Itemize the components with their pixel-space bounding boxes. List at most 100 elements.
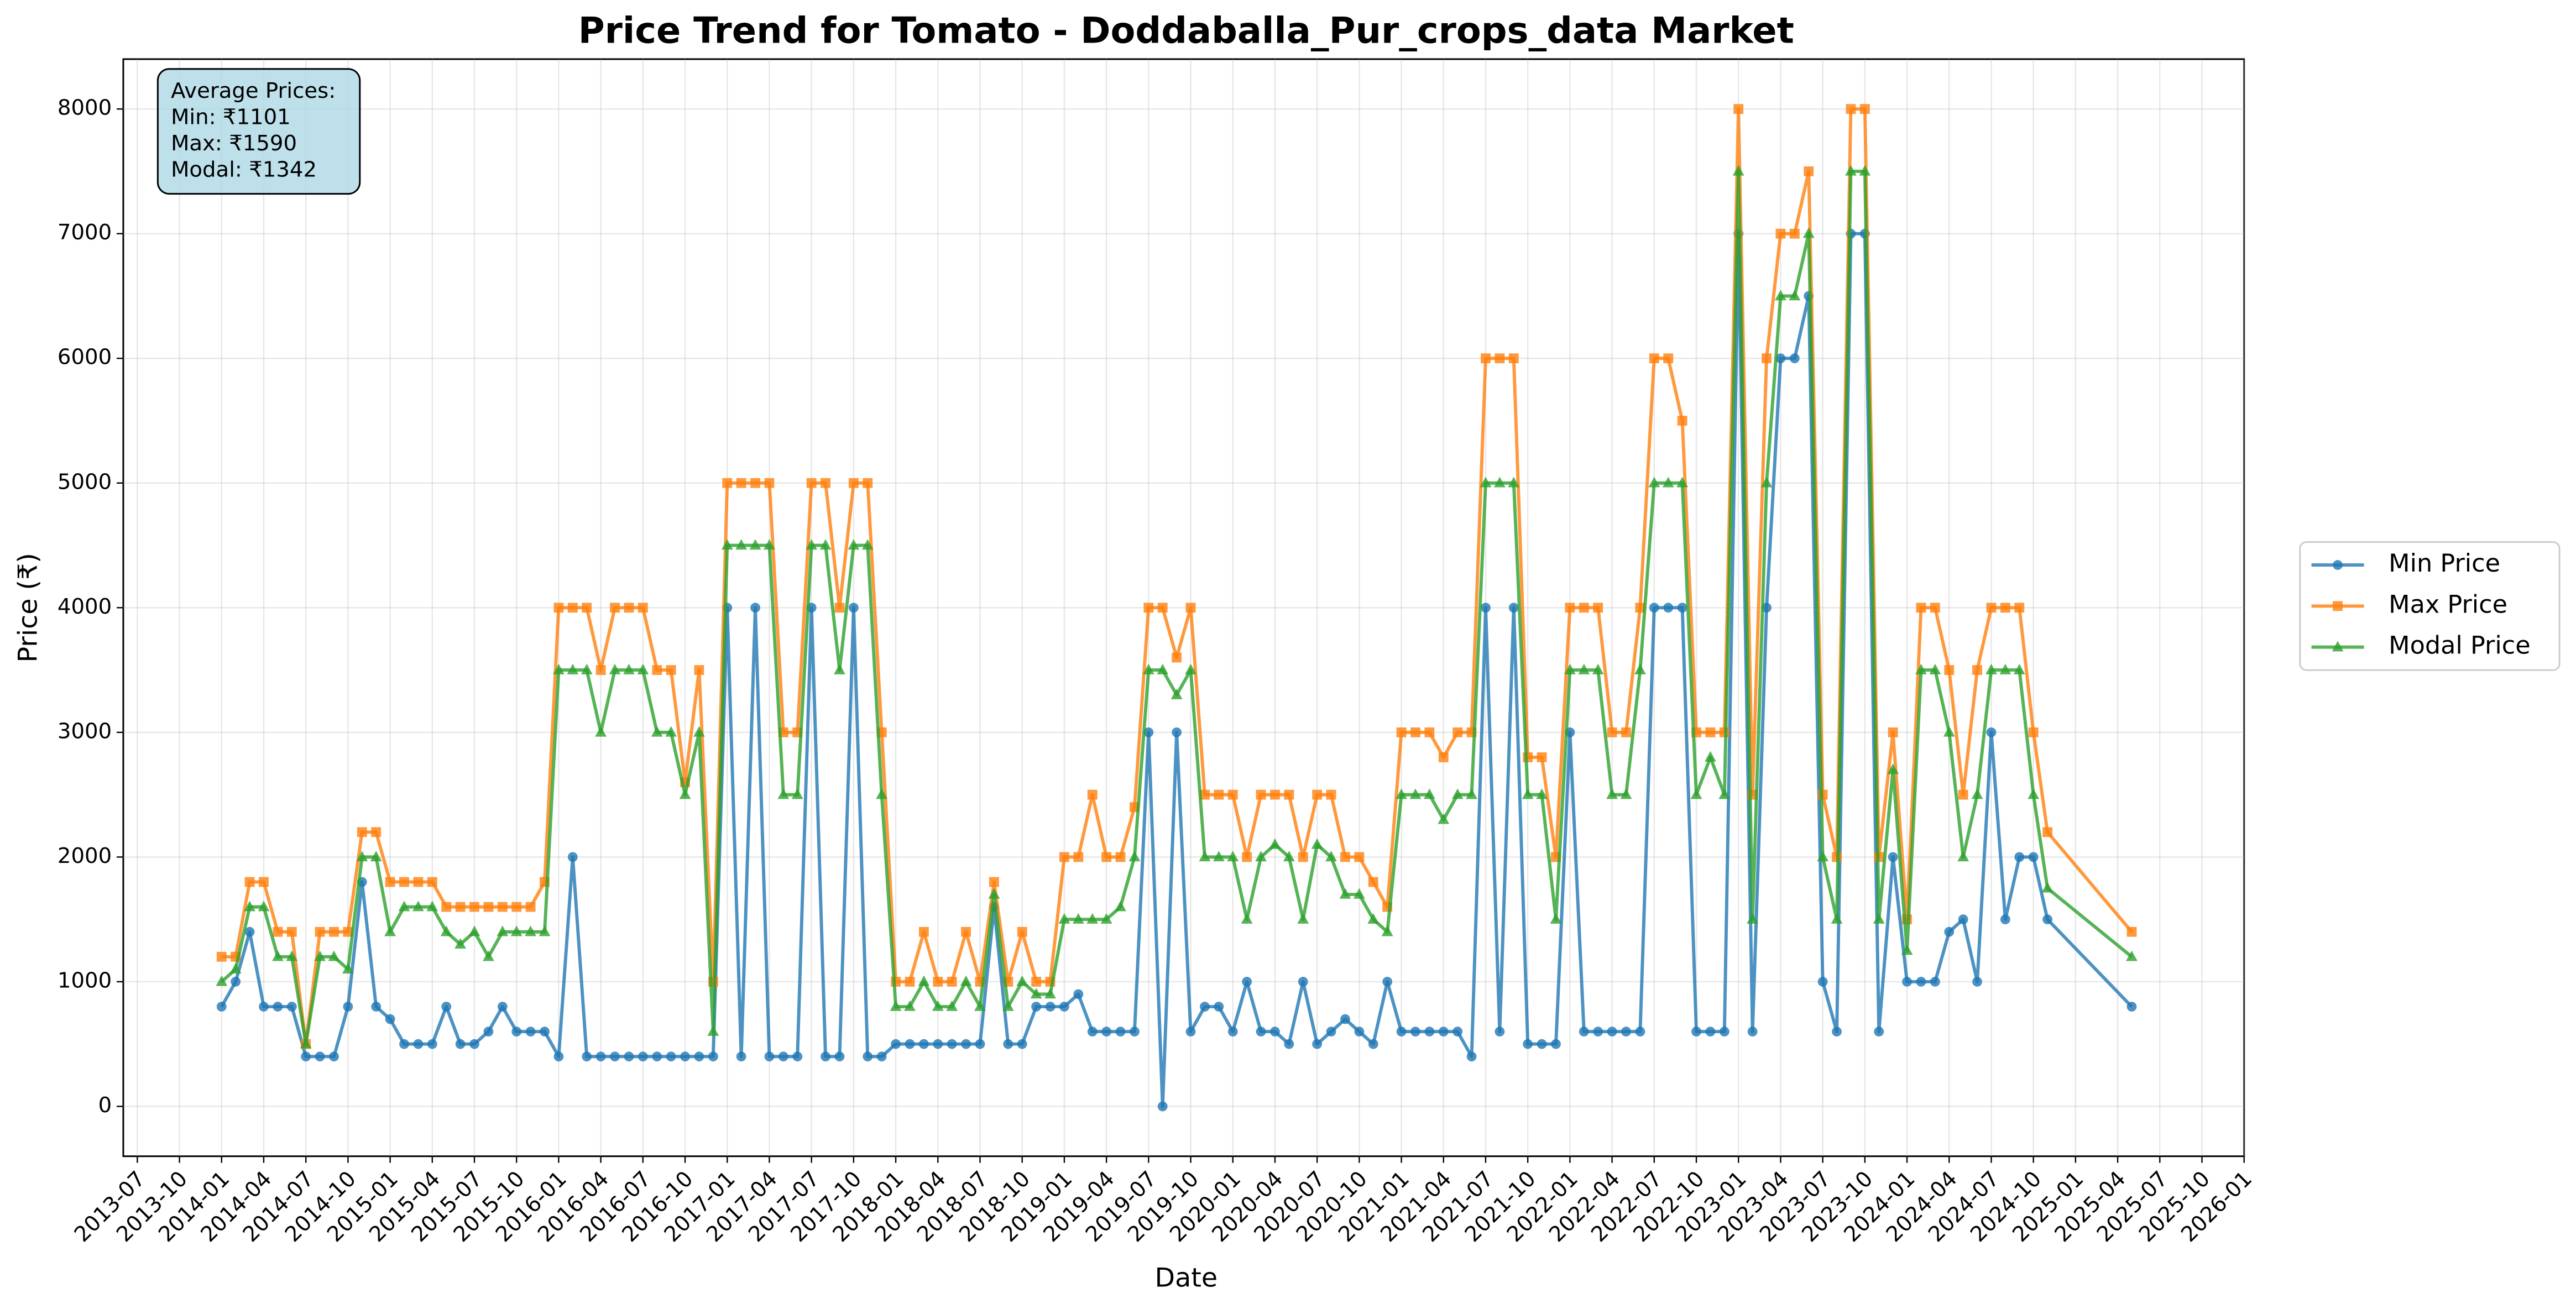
y-tick-label: 3000 [58,719,112,743]
data-point [398,900,410,912]
data-point [609,663,621,674]
data-point [1340,852,1350,862]
data-point [1227,789,1238,800]
data-point [1200,1002,1210,1012]
data-point [1171,688,1183,699]
data-point [2028,727,2039,737]
data-point [1354,852,1365,862]
data-point [483,950,494,961]
data-point [1424,727,1435,737]
data-point [1985,663,1997,674]
y-tick-label: 0 [98,1093,112,1118]
data-point [259,1002,269,1012]
data-point [694,665,704,676]
data-point [1031,977,1042,987]
data-point [370,851,382,862]
data-point [342,963,354,974]
data-point [259,877,269,887]
data-point [300,1038,312,1049]
data-point [1157,663,1169,674]
data-point [1143,603,1154,613]
data-point [1789,353,1800,364]
data-point [1762,353,1772,364]
legend-label: Max Price [2389,590,2507,619]
data-point [1593,1027,1603,1037]
annotation-text: Max: ₹1590 [171,131,297,156]
data-point [1747,1027,1758,1037]
annotation-text: Average Prices: [171,78,336,103]
data-point [1368,877,1378,887]
data-point [652,1051,662,1062]
data-point [1045,1002,1056,1012]
data-point [1381,925,1393,936]
data-point [1396,1027,1407,1037]
data-point [680,1051,690,1062]
data-point [1972,665,1982,676]
data-point [1747,913,1759,924]
data-point [1537,1039,1547,1049]
data-point [1565,603,1575,613]
data-point [988,888,1000,899]
data-point [1775,290,1786,301]
data-point [792,1051,803,1062]
y-axis-label: Price (₹) [13,553,44,662]
data-point [1874,1027,1884,1037]
data-point [666,665,676,676]
data-point [1845,165,1857,176]
x-axis-label: Date [1155,1263,1218,1294]
data-point [1804,166,1814,176]
data-point [286,926,297,937]
data-point [1255,851,1267,862]
data-point [343,926,353,937]
data-point [441,1002,452,1012]
data-point [385,877,395,887]
data-point [1284,789,1294,800]
data-point [1409,788,1422,799]
data-point [1831,913,1843,924]
data-point [1802,227,1815,238]
data-point [1986,603,1997,613]
data-point [1100,913,1112,924]
data-point [229,963,242,974]
legend-marker [2333,560,2343,570]
data-point [1971,788,1983,799]
data-point [1944,926,1955,937]
data-point [483,1027,494,1037]
data-point [371,1002,382,1012]
data-point [483,902,494,912]
data-point [1172,652,1182,663]
data-point [1957,851,1969,862]
data-point [1691,1027,1701,1037]
data-point [1382,977,1393,987]
data-point [1367,913,1380,924]
data-point [764,478,775,488]
chart-title: Price Trend for Tomato - Doddaballa_Pur_… [578,9,1794,51]
data-point [1311,838,1323,849]
data-point [848,478,859,488]
data-point [1493,477,1506,488]
data-point [918,975,930,986]
data-point [918,926,929,937]
data-point [638,1051,648,1062]
legend-label: Min Price [2389,549,2500,578]
data-point [469,1039,479,1049]
data-point [736,478,746,488]
data-point [1185,663,1196,674]
data-point [960,975,972,986]
data-point [1523,1039,1533,1049]
y-tick-label: 5000 [58,469,112,494]
data-point [1901,944,1913,955]
data-point [1451,788,1464,799]
data-point [1873,913,1885,924]
data-point [1789,290,1801,301]
data-point [1887,763,1899,774]
data-point [2028,788,2040,799]
data-point [1101,852,1112,862]
data-point [610,1051,620,1062]
data-point [764,539,775,550]
data-point [441,902,452,912]
data-point [315,926,325,937]
data-point [1579,1027,1589,1037]
data-point [1185,603,1196,613]
legend-label: Modal Price [2389,631,2530,660]
